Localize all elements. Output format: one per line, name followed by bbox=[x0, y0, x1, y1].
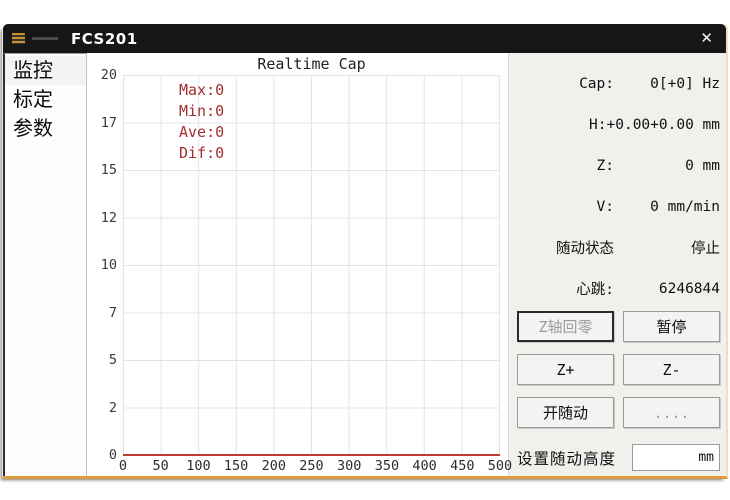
z-minus-button[interactable]: Z- bbox=[623, 354, 720, 385]
plot-wrapper: Max:0 Min:0 Ave:0 Dif:0 20 17 15 12 10 7… bbox=[101, 67, 500, 463]
dots-button[interactable]: .... bbox=[623, 397, 720, 428]
plot-grid bbox=[123, 75, 500, 455]
status-row-follow-state: 随动状态 停止 bbox=[517, 227, 720, 268]
status-label: 随动状态 bbox=[556, 241, 614, 257]
app-window: FCS201 ✕ 监控 标定 参数 Realtime Cap Max:0 Min… bbox=[2, 24, 728, 479]
y-tick: 12 bbox=[100, 209, 117, 226]
stat-ave: Ave:0 bbox=[179, 123, 225, 141]
status-label: H: bbox=[589, 116, 607, 133]
y-tick: 0 bbox=[108, 447, 117, 463]
sidebar-item-monitor[interactable]: 监控 bbox=[5, 56, 86, 85]
status-value: 0 mm/min bbox=[650, 198, 720, 215]
z-home-button[interactable]: Z轴回零 bbox=[517, 311, 614, 342]
app-icon bbox=[12, 33, 25, 44]
window-body: 监控 标定 参数 Realtime Cap Max:0 Min:0 Ave:0 … bbox=[3, 53, 726, 476]
sidebar-item-calibration[interactable]: 标定 bbox=[13, 87, 53, 111]
x-tick: 350 bbox=[374, 458, 400, 474]
x-tick: 250 bbox=[299, 458, 324, 474]
titlebar-decoration bbox=[32, 37, 58, 40]
unit-label: mm bbox=[698, 450, 714, 465]
follow-height-input[interactable] bbox=[638, 449, 699, 466]
follow-height-label: 设置随动高度 bbox=[517, 449, 617, 468]
x-tick: 400 bbox=[412, 458, 437, 474]
x-tick: 150 bbox=[223, 458, 249, 474]
x-tick: 200 bbox=[261, 458, 286, 474]
status-value: 0[+0] Hz bbox=[650, 75, 720, 92]
series-line-cap bbox=[123, 454, 500, 456]
x-tick: 450 bbox=[450, 458, 475, 474]
x-tick: 50 bbox=[152, 458, 169, 474]
y-tick: 7 bbox=[108, 304, 117, 321]
status-value: 停止 bbox=[691, 241, 720, 257]
follow-height-row: 设置随动高度 mm bbox=[517, 444, 720, 471]
sidebar-item-parameters[interactable]: 参数 bbox=[13, 116, 53, 140]
start-follow-button[interactable]: 开随动 bbox=[517, 397, 614, 428]
status-row-z: Z: 0 mm bbox=[517, 145, 720, 186]
status-row-v: V: 0 mm/min bbox=[517, 186, 720, 227]
status-label: V: bbox=[596, 198, 614, 215]
x-tick: 500 bbox=[487, 458, 513, 474]
status-row-cap: Cap: 0[+0] Hz bbox=[517, 63, 720, 104]
x-tick: 0 bbox=[118, 458, 128, 474]
y-tick: 10 bbox=[100, 257, 117, 273]
status-panel: Cap: 0[+0] Hz H: +0.00+0.00 mm Z: 0 mm V… bbox=[508, 53, 726, 476]
status-label: Cap: bbox=[579, 75, 614, 92]
follow-height-input-box: mm bbox=[632, 444, 720, 471]
stat-max: Max:0 bbox=[179, 81, 225, 99]
stat-dif: Dif:0 bbox=[179, 144, 225, 162]
window-title: FCS201 bbox=[71, 29, 138, 48]
status-row-h: H: +0.00+0.00 mm bbox=[517, 104, 720, 145]
status-label: Z: bbox=[596, 157, 614, 174]
x-tick: 300 bbox=[336, 458, 362, 474]
button-grid: Z轴回零 暂停 Z+ Z- 开随动 .... bbox=[517, 311, 720, 428]
chart-title: Realtime Cap bbox=[257, 55, 366, 73]
status-value: +0.00+0.00 mm bbox=[606, 116, 721, 133]
status-value: 6246844 bbox=[658, 280, 720, 297]
y-tick: 20 bbox=[100, 67, 117, 83]
chart-area: Realtime Cap Max:0 Min:0 Ave:0 Dif:0 2 0 … bbox=[87, 53, 512, 476]
status-value: 0 mm bbox=[685, 157, 720, 174]
stat-min: Min:0 bbox=[179, 102, 225, 120]
x-axis-ticks: 0 50 100 150 200 250 300 350 400 450 500 bbox=[119, 455, 512, 476]
status-row-heartbeat: 心跳: 6246844 bbox=[517, 268, 720, 309]
z-plus-button[interactable]: Z+ bbox=[517, 354, 614, 385]
y-tick: 15 bbox=[100, 162, 117, 178]
pause-button[interactable]: 暂停 bbox=[623, 311, 720, 342]
y-tick: 5 bbox=[108, 352, 117, 368]
chart-stats: Max:0 Min:0 Ave:0 Dif:0 bbox=[179, 80, 224, 164]
close-icon[interactable]: ✕ bbox=[700, 29, 713, 47]
sidebar: 监控 标定 参数 bbox=[3, 53, 87, 476]
title-bar: FCS201 ✕ bbox=[3, 24, 726, 53]
x-tick: 100 bbox=[186, 458, 211, 474]
status-label: 心跳: bbox=[576, 282, 614, 298]
y-tick: 17 bbox=[100, 114, 117, 131]
y-tick: 2 bbox=[108, 399, 117, 416]
